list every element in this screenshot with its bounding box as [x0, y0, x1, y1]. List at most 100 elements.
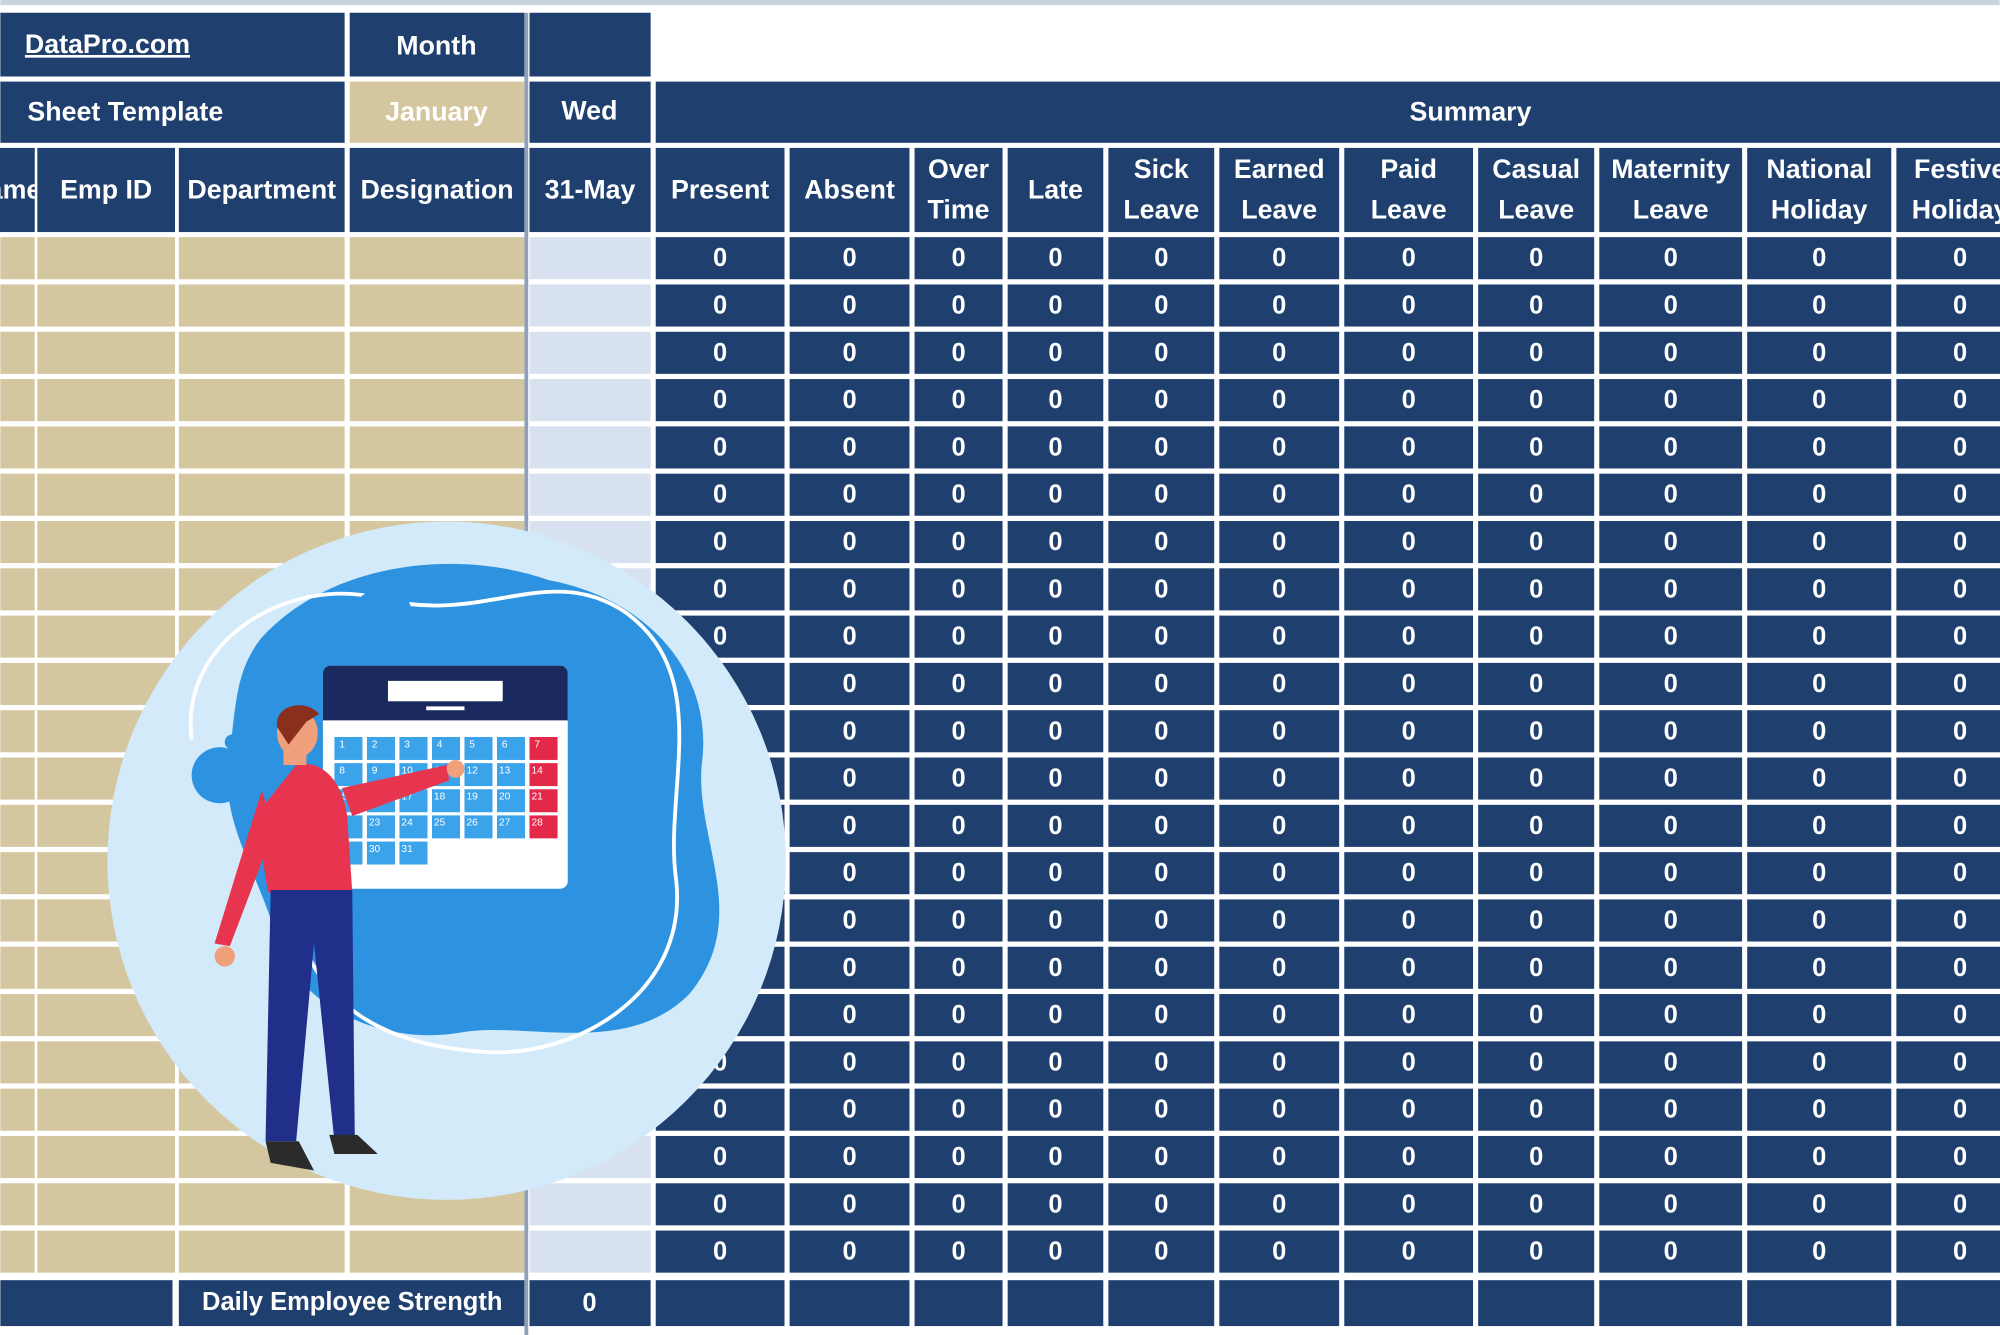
- cell[interactable]: [0, 379, 35, 422]
- cell[interactable]: [1747, 899, 1892, 942]
- cell[interactable]: [1599, 1230, 1743, 1273]
- cell[interactable]: [1007, 946, 1104, 989]
- cell[interactable]: [1219, 147, 1340, 233]
- cell[interactable]: [1599, 994, 1743, 1037]
- cell[interactable]: [1007, 473, 1104, 516]
- cell[interactable]: [349, 1230, 525, 1273]
- cell[interactable]: [1344, 994, 1474, 1037]
- cell[interactable]: [1747, 804, 1892, 847]
- cell[interactable]: [37, 520, 176, 564]
- cell[interactable]: [1896, 662, 2000, 705]
- cell[interactable]: [789, 331, 910, 374]
- cell[interactable]: [1896, 284, 2000, 327]
- cell[interactable]: [37, 1135, 176, 1179]
- cell[interactable]: [655, 237, 785, 280]
- cell[interactable]: [655, 284, 785, 327]
- cell[interactable]: [914, 710, 1003, 753]
- cell[interactable]: [0, 147, 35, 233]
- cell[interactable]: [1599, 710, 1743, 753]
- cell[interactable]: [0, 284, 35, 327]
- cell[interactable]: [1747, 331, 1892, 374]
- cell[interactable]: [1747, 237, 1892, 280]
- cell[interactable]: [1747, 946, 1892, 989]
- cell[interactable]: [0, 568, 35, 611]
- cell[interactable]: [789, 804, 910, 847]
- cell[interactable]: [0, 615, 35, 658]
- cell[interactable]: [1896, 994, 2000, 1037]
- cell[interactable]: [1108, 1041, 1215, 1084]
- cell[interactable]: [37, 1041, 176, 1084]
- cell[interactable]: [1108, 994, 1215, 1037]
- cell[interactable]: [1219, 994, 1340, 1037]
- cell[interactable]: [0, 1183, 35, 1226]
- cell[interactable]: [789, 615, 910, 658]
- cell[interactable]: [914, 1230, 1003, 1273]
- cell[interactable]: [1007, 852, 1104, 895]
- cell[interactable]: [1007, 1280, 1104, 1327]
- cell[interactable]: [1599, 662, 1743, 705]
- cell[interactable]: [1219, 1183, 1340, 1226]
- cell[interactable]: [1108, 757, 1215, 800]
- cell[interactable]: [789, 710, 910, 753]
- cell[interactable]: [349, 12, 525, 77]
- cell[interactable]: [1747, 615, 1892, 658]
- cell[interactable]: [1344, 1088, 1474, 1131]
- cell[interactable]: [1219, 1135, 1340, 1179]
- cell[interactable]: [1599, 1183, 1743, 1226]
- cell[interactable]: [789, 1280, 910, 1327]
- cell[interactable]: [1007, 662, 1104, 705]
- cell[interactable]: [1344, 662, 1474, 705]
- cell[interactable]: [529, 473, 651, 516]
- cell[interactable]: [1344, 804, 1474, 847]
- cell[interactable]: [1599, 615, 1743, 658]
- cell[interactable]: [1896, 1135, 2000, 1179]
- cell[interactable]: [1007, 1135, 1104, 1179]
- cell[interactable]: [1108, 331, 1215, 374]
- cell[interactable]: [0, 994, 35, 1037]
- cell[interactable]: [1219, 1041, 1340, 1084]
- cell[interactable]: [37, 615, 176, 658]
- cell[interactable]: [1007, 899, 1104, 942]
- cell[interactable]: [914, 284, 1003, 327]
- cell[interactable]: [1219, 237, 1340, 280]
- cell[interactable]: [1896, 568, 2000, 611]
- cell[interactable]: [1007, 994, 1104, 1037]
- cell[interactable]: [0, 331, 35, 374]
- cell[interactable]: [1219, 426, 1340, 469]
- cell[interactable]: [178, 284, 345, 327]
- cell[interactable]: [655, 1230, 785, 1273]
- cell[interactable]: [789, 946, 910, 989]
- cell[interactable]: [914, 852, 1003, 895]
- cell[interactable]: [1007, 426, 1104, 469]
- cell[interactable]: [178, 379, 345, 422]
- cell[interactable]: [1344, 284, 1474, 327]
- cell[interactable]: [1344, 899, 1474, 942]
- cell[interactable]: [1108, 615, 1215, 658]
- cell[interactable]: [1108, 852, 1215, 895]
- cell[interactable]: [1219, 946, 1340, 989]
- cell[interactable]: [914, 899, 1003, 942]
- cell[interactable]: [1599, 1088, 1743, 1131]
- cell[interactable]: [1108, 426, 1215, 469]
- cell[interactable]: [1747, 426, 1892, 469]
- cell[interactable]: [0, 1041, 35, 1084]
- cell[interactable]: [789, 1135, 910, 1179]
- cell[interactable]: [789, 1183, 910, 1226]
- cell[interactable]: [0, 1280, 173, 1327]
- cell[interactable]: [914, 757, 1003, 800]
- cell[interactable]: [789, 568, 910, 611]
- cell[interactable]: [178, 1230, 345, 1273]
- cell[interactable]: [0, 520, 35, 564]
- cell[interactable]: [789, 1230, 910, 1273]
- cell[interactable]: [1896, 710, 2000, 753]
- cell[interactable]: [789, 994, 910, 1037]
- cell[interactable]: [1344, 147, 1474, 233]
- cell[interactable]: [1747, 473, 1892, 516]
- cell[interactable]: [1219, 1088, 1340, 1131]
- cell[interactable]: [1478, 426, 1595, 469]
- cell[interactable]: [655, 147, 785, 233]
- cell[interactable]: [178, 1183, 345, 1226]
- cell[interactable]: [789, 379, 910, 422]
- cell[interactable]: [1478, 804, 1595, 847]
- cell[interactable]: [1896, 520, 2000, 564]
